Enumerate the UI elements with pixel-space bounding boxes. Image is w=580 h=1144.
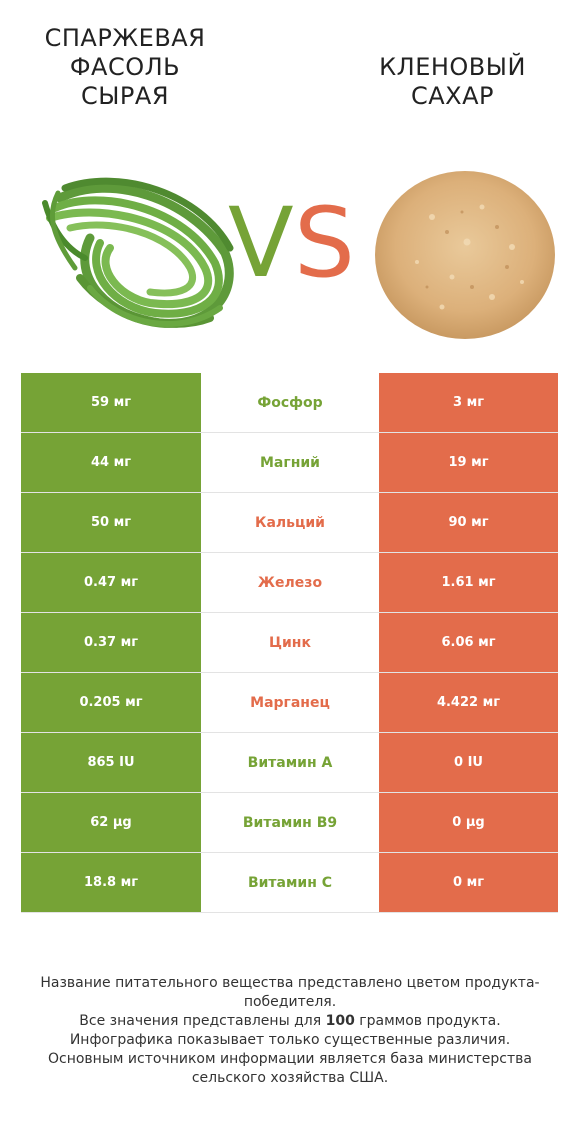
right-value: 0 мг (379, 853, 558, 912)
right-value: 0 IU (379, 733, 558, 792)
nutrient-name: Железо (201, 553, 379, 612)
footer-line-significant: Инфографика показывает только существенн… (69, 1032, 511, 1048)
right-product-title: КЛЕНОВЫЙ САХАР (379, 53, 526, 110)
nutrient-name: Кальций (201, 493, 379, 552)
maple-sugar-image (375, 171, 555, 339)
right-value: 3 мг (379, 373, 558, 432)
right-value: 90 мг (379, 493, 558, 552)
left-value: 865 IU (21, 733, 201, 792)
nutrient-name: Марганец (201, 673, 379, 732)
left-value: 50 мг (21, 493, 201, 552)
asparagus-bean-image (42, 177, 234, 328)
table-row: 0.205 мг Марганец 4.422 мг (21, 673, 558, 733)
comparison-table: 59 мг Фосфор 3 мг 44 мг Магний 19 мг 50 мг Каль… (21, 373, 558, 913)
left-value: 0.37 мг (21, 613, 201, 672)
left-value: 59 мг (21, 373, 201, 432)
left-value: 0.47 мг (21, 553, 201, 612)
left-value: 62 µg (21, 793, 201, 852)
vs-letter-v: V (228, 196, 294, 286)
nutrient-name: Фосфор (201, 373, 379, 432)
right-value: 19 мг (379, 433, 558, 492)
left-value: 0.205 мг (21, 673, 201, 732)
left-product-title: СПАРЖЕВАЯ ФАСОЛЬ СЫРАЯ (44, 24, 206, 110)
vs-letter-s: S (294, 196, 353, 286)
nutrient-name: Цинк (201, 613, 379, 672)
nutrient-name: Витамин C (201, 853, 379, 912)
table-row: 0.47 мг Железо 1.61 мг (21, 553, 558, 613)
table-row: 50 мг Кальций 90 мг (21, 493, 558, 553)
footer-line-per-100g: Все значения представлены для 100 граммо… (79, 1013, 501, 1029)
right-value: 1.61 мг (379, 553, 558, 612)
footer-notes: Название питательного вещества представл… (20, 974, 560, 1088)
footer-line-winner-color: Название питательного вещества представл… (40, 975, 540, 1010)
left-value: 18.8 мг (21, 853, 201, 912)
nutrient-name: Витамин A (201, 733, 379, 792)
nutrient-name: Магний (201, 433, 379, 492)
table-row: 0.37 мг Цинк 6.06 мг (21, 613, 558, 673)
table-row: 59 мг Фосфор 3 мг (21, 373, 558, 433)
nutrient-name: Витамин B9 (201, 793, 379, 852)
footer-line-source: Основным источником информации является … (48, 1051, 532, 1086)
versus-mark: V S (228, 196, 353, 286)
table-row: 44 мг Магний 19 мг (21, 433, 558, 493)
left-value: 44 мг (21, 433, 201, 492)
right-value: 6.06 мг (379, 613, 558, 672)
table-row: 62 µg Витамин B9 0 µg (21, 793, 558, 853)
right-value: 0 µg (379, 793, 558, 852)
right-value: 4.422 мг (379, 673, 558, 732)
